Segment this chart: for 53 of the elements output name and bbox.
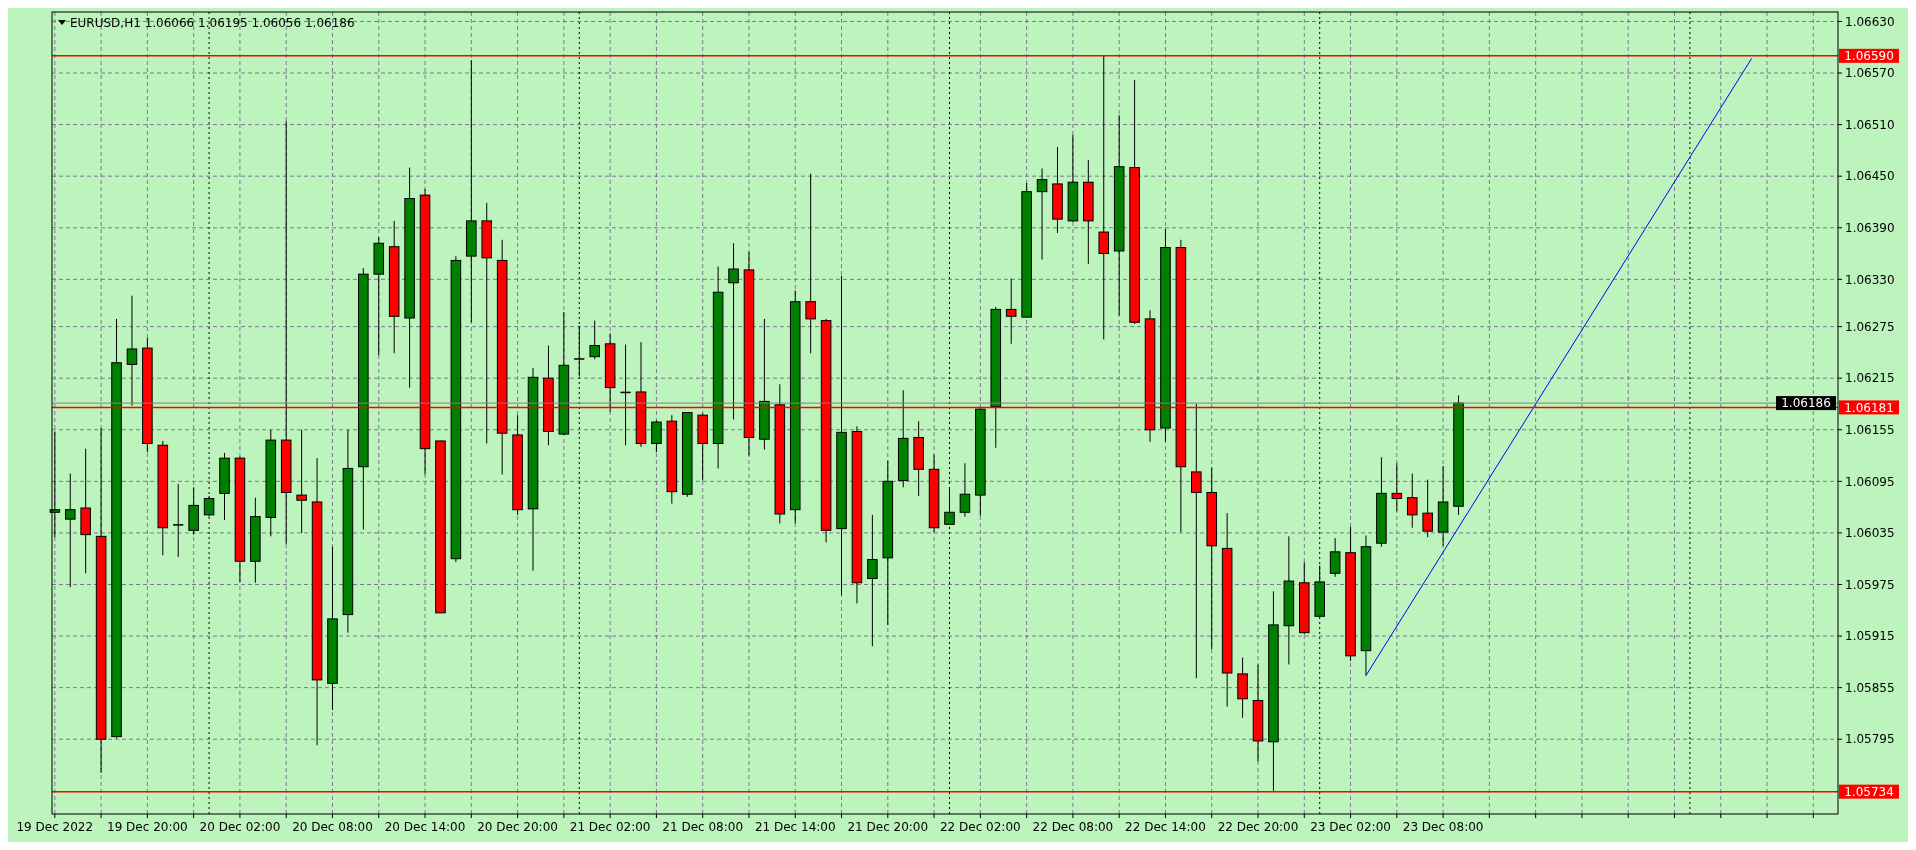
y-tick-label: 1.05975 xyxy=(1845,577,1895,592)
y-tick-label: 1.06275 xyxy=(1845,319,1895,334)
x-tick-label: 21 Dec 02:00 xyxy=(569,820,651,834)
x-tick-label: 20 Dec 14:00 xyxy=(384,820,466,834)
ref-line-label: 1.06590 xyxy=(1844,49,1894,64)
y-tick-label: 1.06570 xyxy=(1845,66,1895,81)
candlestick xyxy=(651,419,662,453)
y-tick-label: 1.06630 xyxy=(1845,14,1895,29)
ref-line-label: 1.05734 xyxy=(1844,784,1894,799)
y-tick-label: 1.06155 xyxy=(1845,422,1895,437)
x-tick-label: 23 Dec 02:00 xyxy=(1310,820,1391,834)
y-tick-label: 1.06510 xyxy=(1845,117,1895,132)
y-tick-label: 1.05855 xyxy=(1845,680,1895,695)
x-tick-label: 20 Dec 08:00 xyxy=(292,820,373,834)
candlestick xyxy=(1329,537,1341,578)
chart-title: EURUSD,H1 1.06066 1.06195 1.06056 1.06186 xyxy=(70,16,355,30)
y-tick-label: 1.06330 xyxy=(1845,272,1895,287)
candlestick xyxy=(126,295,138,407)
y-tick-label: 1.06095 xyxy=(1845,474,1895,489)
x-tick-label: 22 Dec 14:00 xyxy=(1125,820,1206,834)
x-tick-label: 22 Dec 02:00 xyxy=(940,820,1021,834)
candlestick xyxy=(173,483,184,558)
x-tick-label: 19 Dec 2022 xyxy=(16,820,94,834)
candlestick xyxy=(805,173,816,354)
x-tick-label: 23 Dec 08:00 xyxy=(1402,820,1484,834)
x-tick-label: 22 Dec 08:00 xyxy=(1032,820,1114,834)
x-tick-label: 20 Dec 20:00 xyxy=(477,820,558,834)
x-tick-label: 20 Dec 02:00 xyxy=(199,820,281,834)
candlestick xyxy=(867,514,878,647)
y-tick-label: 1.06390 xyxy=(1845,220,1895,235)
candlestick xyxy=(1406,473,1418,529)
candlestick xyxy=(64,473,76,588)
y-tick-label: 1.06035 xyxy=(1845,526,1895,541)
y-tick-label: 1.06450 xyxy=(1845,169,1895,184)
candlestick xyxy=(959,462,971,518)
candlestick xyxy=(1391,462,1403,512)
candlestick xyxy=(620,344,631,446)
candlestick xyxy=(1036,167,1048,261)
ref-line-label: 1.06186 xyxy=(1781,396,1831,411)
y-tick-label: 1.06215 xyxy=(1845,371,1895,386)
x-tick-label: 19 Dec 20:00 xyxy=(107,820,188,834)
y-tick-label: 1.05795 xyxy=(1845,732,1895,747)
candlestick xyxy=(589,320,600,360)
candlestick xyxy=(1005,277,1017,345)
x-tick-label: 21 Dec 08:00 xyxy=(662,820,744,834)
x-tick-label: 22 Dec 20:00 xyxy=(1217,820,1299,834)
candlestick xyxy=(296,429,307,534)
candlestick xyxy=(1422,479,1433,538)
x-tick-label: 21 Dec 20:00 xyxy=(847,820,929,834)
candlestick xyxy=(728,242,739,420)
ref-line-label: 1.06181 xyxy=(1844,400,1894,415)
x-tick-label: 21 Dec 14:00 xyxy=(754,820,836,834)
y-tick-label: 1.05915 xyxy=(1845,629,1895,644)
